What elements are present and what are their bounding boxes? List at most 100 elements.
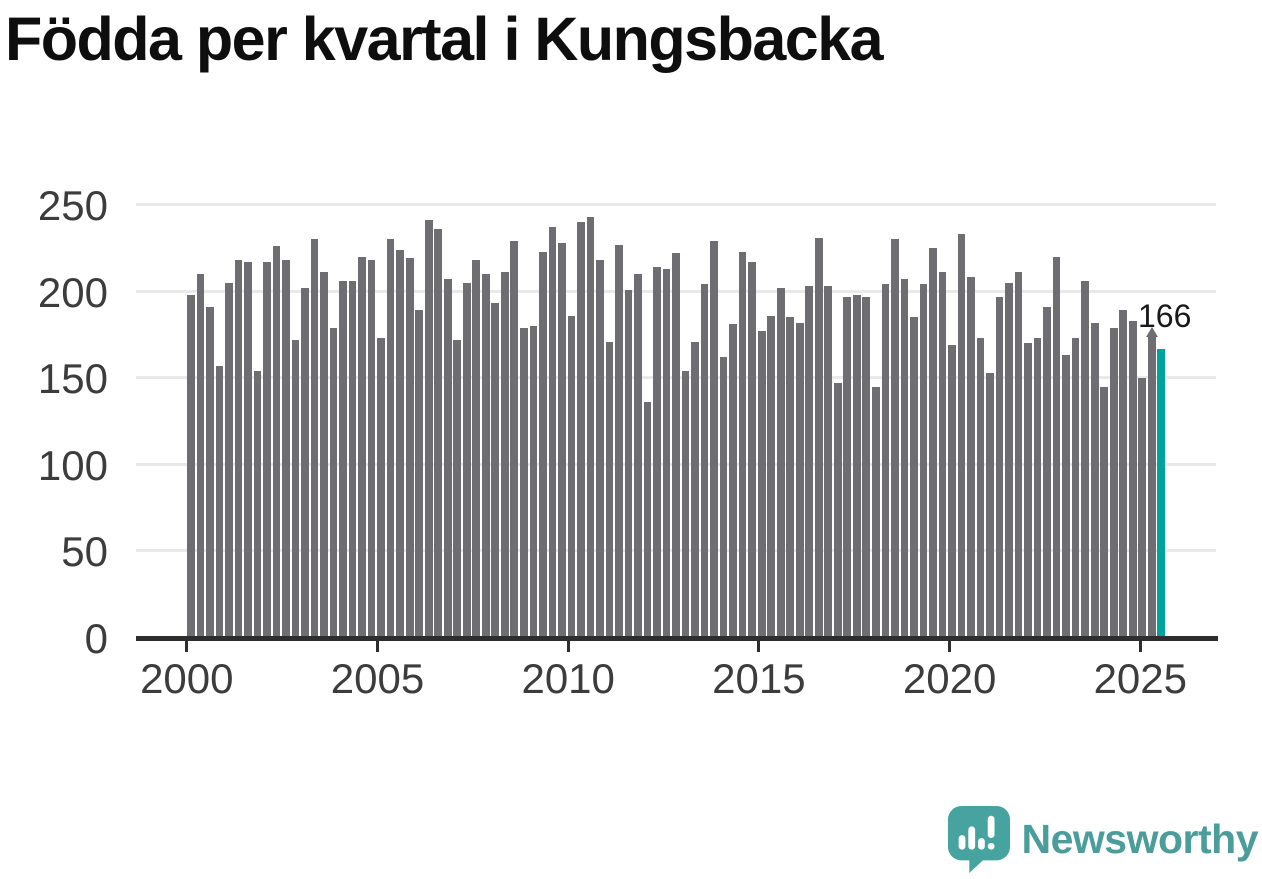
bar [510, 241, 519, 636]
bar [757, 331, 766, 636]
bar [577, 222, 585, 636]
bar [567, 315, 576, 636]
bar [215, 365, 224, 636]
bar [643, 402, 652, 636]
bar [986, 372, 994, 636]
bar [729, 324, 737, 636]
bar [187, 294, 195, 636]
bar [967, 277, 975, 636]
x-tick [1138, 641, 1142, 652]
x-tick-label: 2005 [330, 655, 425, 702]
bar [234, 260, 243, 636]
bar [919, 284, 928, 636]
bar [491, 303, 500, 636]
bar [1100, 386, 1109, 636]
bar [263, 261, 271, 636]
bar [738, 251, 747, 636]
bar [653, 267, 661, 636]
bar [196, 274, 205, 636]
bar [253, 371, 262, 636]
bar [453, 339, 462, 636]
bar [767, 315, 776, 636]
bar [938, 272, 947, 636]
bar [358, 256, 366, 636]
x-tick [566, 641, 570, 652]
x-tick [185, 641, 189, 652]
bar [748, 261, 756, 636]
bar [976, 338, 985, 636]
bar [605, 341, 614, 636]
bar [843, 296, 852, 636]
bar [558, 242, 566, 636]
y-tick-label: 50 [61, 528, 108, 576]
bar [910, 317, 918, 636]
bar [957, 234, 966, 636]
bar [206, 306, 214, 636]
bar [814, 237, 823, 636]
bar [424, 220, 433, 636]
x-tick-label: 2015 [712, 655, 806, 702]
bar [339, 280, 347, 636]
last-value-label: 166 [1138, 298, 1192, 334]
bar [1109, 327, 1118, 636]
bar [862, 296, 871, 636]
bar [881, 284, 890, 636]
bar [310, 239, 319, 636]
x-tick-label: 2000 [140, 655, 234, 702]
bar [1081, 280, 1089, 636]
bar [529, 325, 538, 636]
newsworthy-logo: Newsworthy [946, 805, 1259, 873]
bar [1014, 272, 1023, 636]
bar [291, 339, 300, 636]
bar [719, 357, 728, 636]
bar [329, 327, 338, 636]
bar [852, 294, 861, 636]
x-tick-label: 2025 [1093, 655, 1188, 702]
y-tick-label: 0 [84, 615, 108, 662]
plot-area [136, 203, 1216, 636]
bar [434, 228, 443, 636]
bar [1024, 343, 1032, 636]
bar [596, 260, 604, 636]
bar [472, 260, 481, 636]
bar [634, 274, 642, 636]
bar [481, 274, 490, 636]
bar [244, 261, 252, 636]
bar [396, 249, 404, 636]
bar [1005, 282, 1013, 636]
bar [405, 258, 414, 636]
bar [548, 227, 557, 636]
bar [1128, 320, 1137, 636]
bar [1043, 306, 1051, 636]
x-axis-line [136, 636, 1218, 641]
x-tick [376, 641, 379, 652]
bar [681, 371, 690, 636]
x-tick [757, 641, 761, 652]
bar [272, 246, 281, 636]
x-tick-label: 2020 [902, 655, 997, 702]
bar [1062, 355, 1070, 636]
bar [1090, 322, 1099, 636]
bar [691, 341, 699, 636]
newsworthy-logo-icon [947, 806, 1010, 873]
bar [519, 327, 528, 636]
bar [500, 272, 509, 636]
bar [824, 286, 833, 636]
bar [586, 216, 595, 636]
bar [710, 241, 718, 636]
newsworthy-logo-text: Newsworthy [1021, 815, 1259, 862]
bar [377, 338, 385, 636]
bar-highlighted [1157, 348, 1166, 636]
y-tick-label: 200 [37, 268, 108, 316]
bar [225, 282, 233, 636]
bar [795, 322, 804, 636]
bar [615, 244, 623, 636]
bar [1119, 310, 1128, 636]
bar [1052, 256, 1061, 636]
peak-marker [1145, 327, 1158, 338]
bar [282, 260, 290, 636]
bar [995, 296, 1004, 636]
y-tick-label: 100 [37, 441, 108, 489]
bar [891, 239, 899, 636]
bar [1147, 336, 1156, 636]
